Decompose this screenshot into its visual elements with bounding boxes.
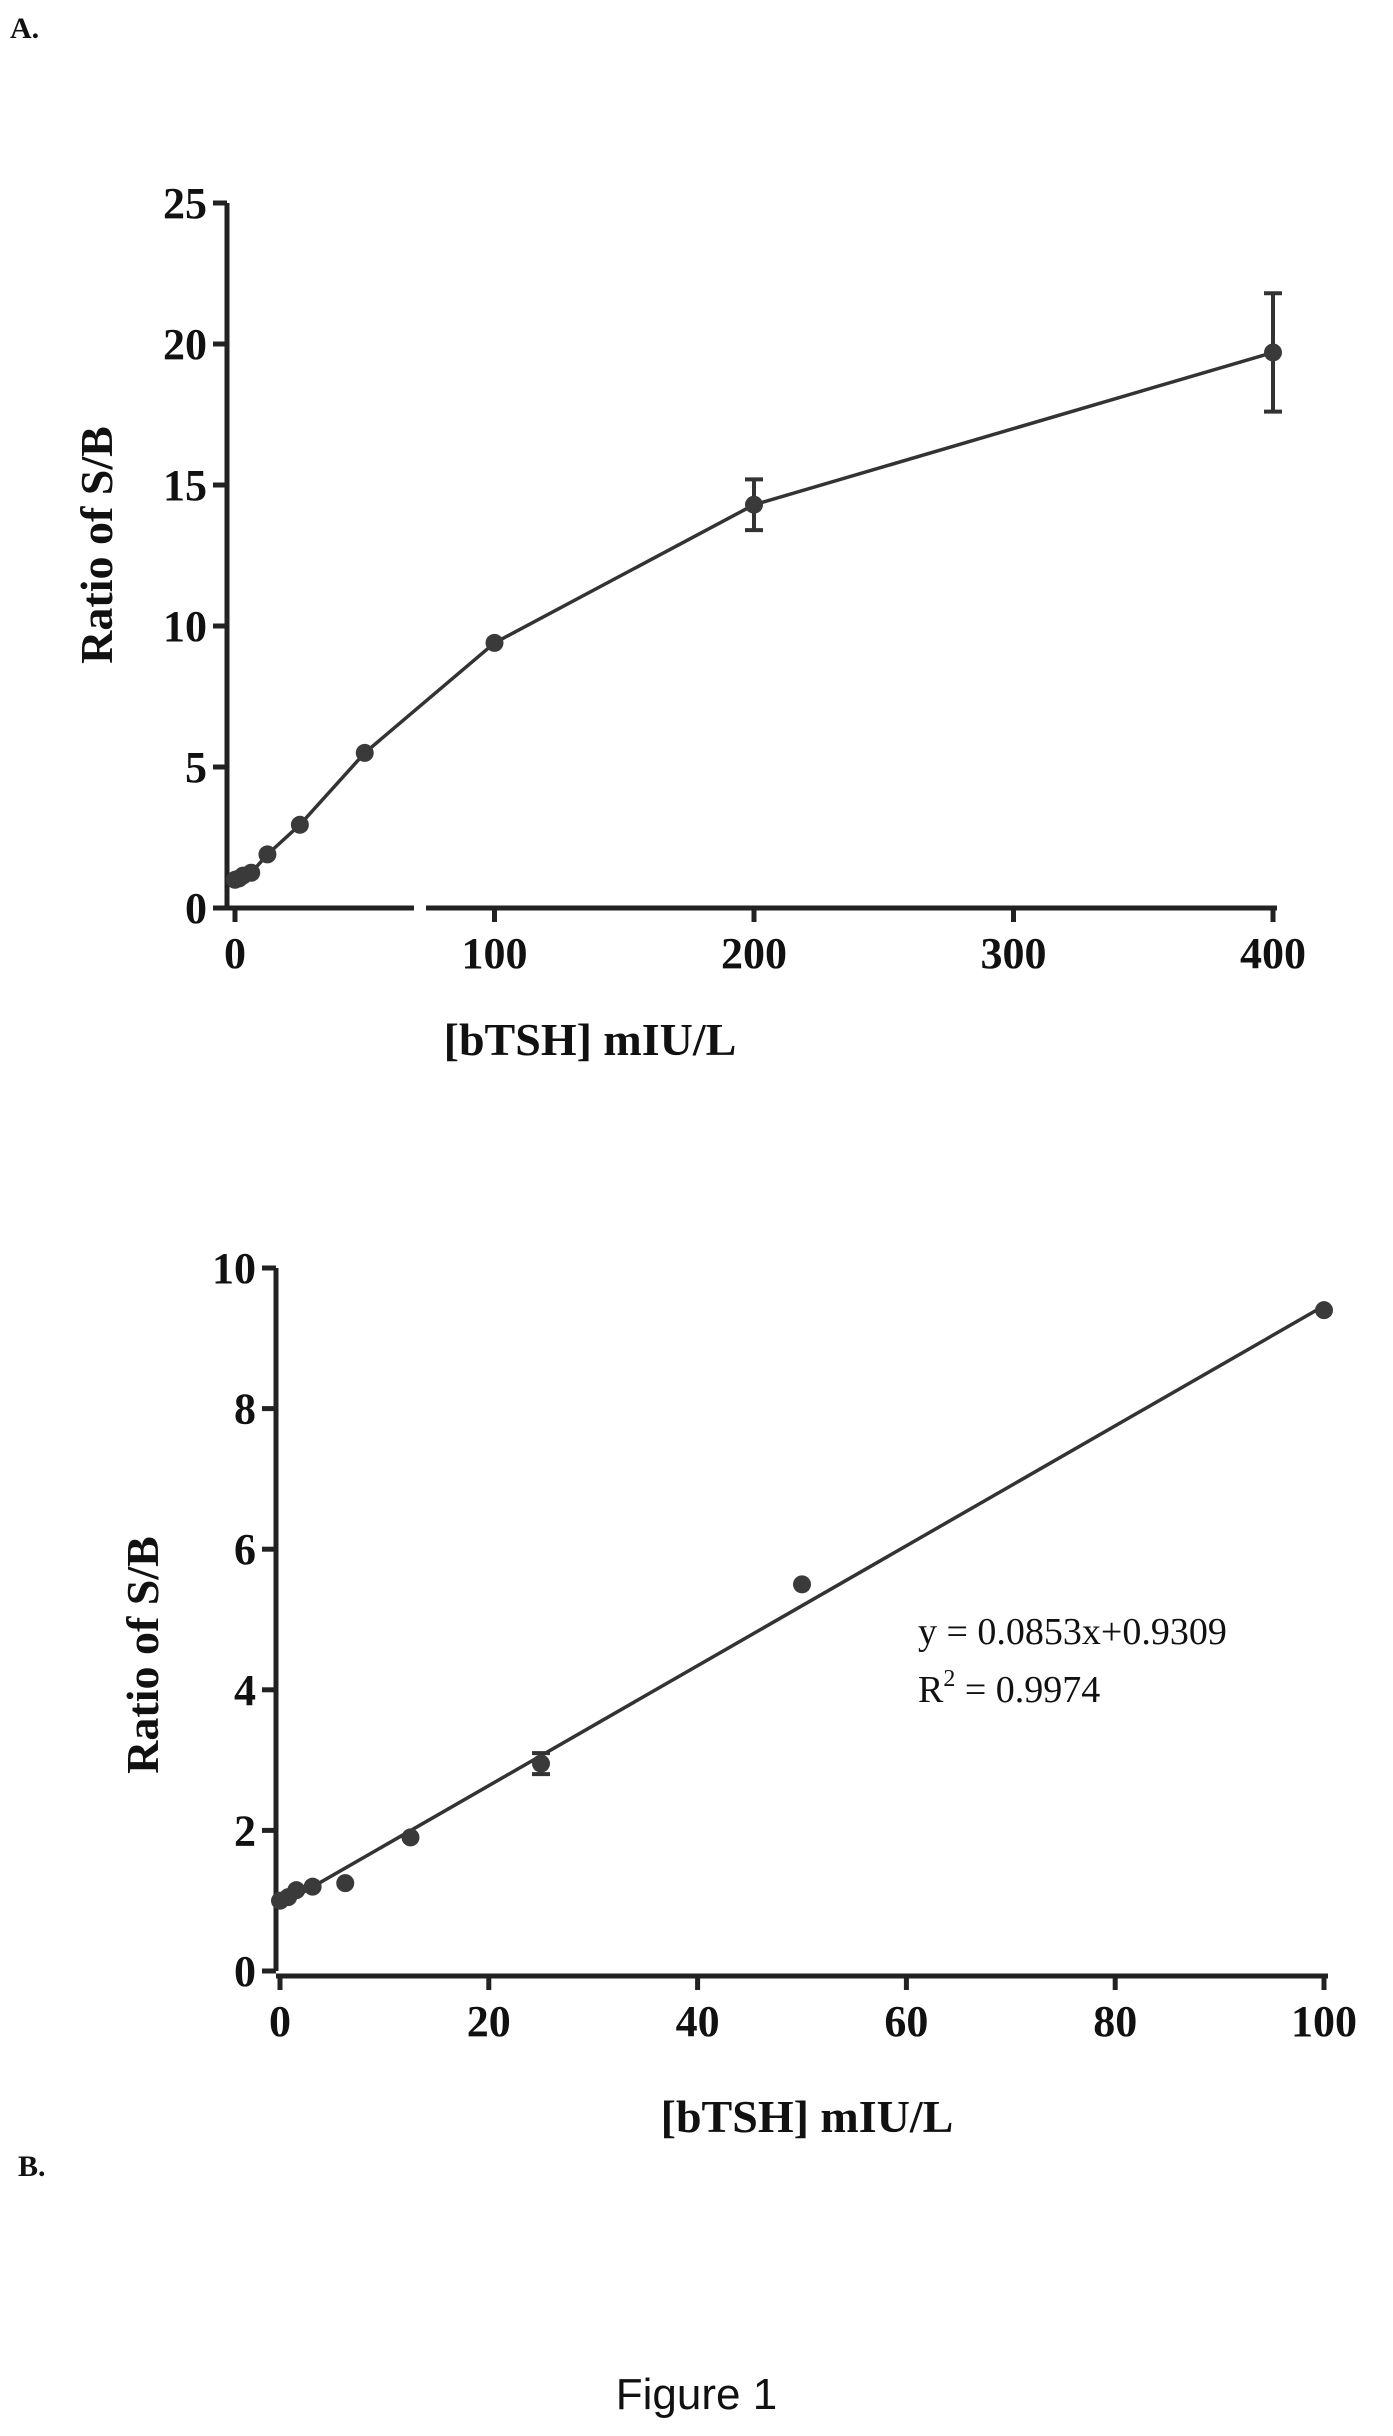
r-squared-value: = 0.9974 xyxy=(955,1669,1100,1711)
series-line xyxy=(234,350,1274,882)
y-tick-label: 4 xyxy=(234,1666,256,1715)
y-tick-label: 10 xyxy=(163,602,207,651)
data-point xyxy=(532,1754,550,1773)
y-tick-label: 2 xyxy=(234,1806,256,1855)
r-squared-r: R xyxy=(918,1669,944,1711)
x-tick-label: 20 xyxy=(467,1997,511,2046)
data-point xyxy=(745,495,763,514)
data-point xyxy=(793,1575,811,1594)
y-tick-label: 6 xyxy=(234,1525,256,1574)
data-point xyxy=(401,1828,420,1847)
panel-b-label: B. xyxy=(18,2150,46,2183)
chart-b-ylabel: Ratio of S/B xyxy=(117,1536,168,1774)
r-squared: R2 = 0.9974 xyxy=(918,1666,1100,1711)
x-tick-label: 0 xyxy=(269,1997,291,2046)
y-tick-label: 0 xyxy=(185,884,207,933)
data-point xyxy=(290,815,309,834)
x-tick-label: 60 xyxy=(884,1997,928,2046)
y-tick-label: 15 xyxy=(163,461,207,510)
fit-equation: y = 0.0853x+0.9309 xyxy=(918,1611,1227,1653)
y-tick-label: 0 xyxy=(234,1947,256,1996)
y-tick-label: 20 xyxy=(163,320,207,369)
figure-caption: Figure 1 xyxy=(615,2370,778,2419)
x-tick-label: 0 xyxy=(224,929,246,978)
data-point xyxy=(303,1877,322,1896)
y-tick-label: 5 xyxy=(185,743,207,792)
data-point xyxy=(1264,343,1282,362)
x-tick-label: 200 xyxy=(721,929,787,978)
chart-b-xlabel: [bTSH] mIU/L xyxy=(661,2091,954,2142)
chart-a: 0 5 10 15 20 25 0 100 200 300 400 [bTSH] mIU/L Rat… xyxy=(71,179,1306,1065)
y-tick-label: 25 xyxy=(163,179,207,228)
x-tick-label: 300 xyxy=(981,929,1047,978)
chart-a-ylabel: Ratio of S/B xyxy=(71,426,122,664)
data-point xyxy=(1315,1301,1333,1320)
x-tick-label: 80 xyxy=(1093,1997,1137,2046)
data-point xyxy=(258,845,277,864)
x-tick-label: 40 xyxy=(676,1997,720,2046)
data-point xyxy=(355,743,374,762)
data-point xyxy=(287,1881,306,1900)
x-tick-label: 400 xyxy=(1240,929,1306,978)
data-point xyxy=(485,633,504,652)
chart-a-xlabel: [bTSH] mIU/L xyxy=(444,1014,737,1065)
panel-a-label: A. xyxy=(10,12,40,45)
r-squared-superscript: 2 xyxy=(943,1666,955,1692)
x-tick-label: 100 xyxy=(1291,1997,1357,2046)
fit-line xyxy=(279,1304,1325,1908)
data-point xyxy=(242,863,261,882)
x-tick-label: 100 xyxy=(462,929,528,978)
y-tick-label: 10 xyxy=(212,1244,256,1293)
y-tick-label: 8 xyxy=(234,1385,256,1434)
data-point xyxy=(336,1874,355,1893)
